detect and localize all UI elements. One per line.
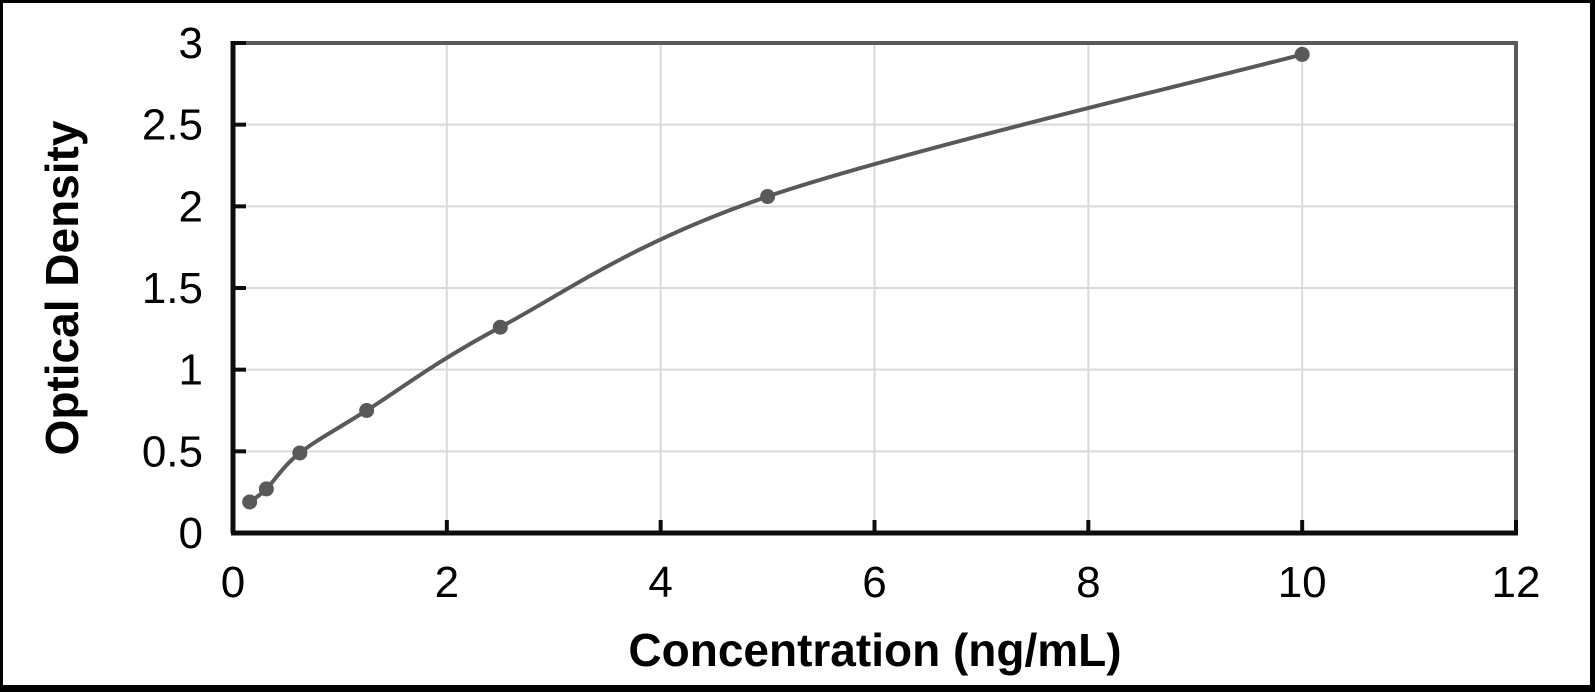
tick-labels: 0 2 4 6 8 10 12 0 0.5 1 1.5 2 2.5 3 <box>142 19 1541 607</box>
standard-curve-plot: 0 2 4 6 8 10 12 0 0.5 1 1.5 2 2.5 3 <box>142 19 1541 607</box>
plot-border <box>233 41 1518 533</box>
x-tick-label: 4 <box>648 558 672 607</box>
y-tick-label: 3 <box>179 19 203 68</box>
data-point <box>492 319 508 335</box>
gridlines <box>233 43 1516 533</box>
x-tick-label: 8 <box>1076 558 1100 607</box>
x-tick-label: 12 <box>1492 558 1541 607</box>
y-tick-label: 1.5 <box>142 264 203 313</box>
fitted-curve <box>247 52 1305 504</box>
y-tick-label: 2.5 <box>142 101 203 150</box>
data-point <box>292 445 308 461</box>
x-tick-label: 10 <box>1278 558 1327 607</box>
y-tick-label: 2 <box>179 182 203 231</box>
x-tick-label: 6 <box>862 558 886 607</box>
data-point <box>359 403 375 418</box>
data-point <box>760 189 776 205</box>
data-point <box>258 481 274 497</box>
y-tick-label: 0 <box>179 509 203 558</box>
x-axis-title: Concentration (ng/mL) <box>628 624 1122 676</box>
y-tick-label: 1 <box>179 346 203 395</box>
data-point <box>242 494 258 510</box>
y-axis-title: Optical Density <box>36 120 88 456</box>
fitted-curve-path <box>247 52 1305 504</box>
data-point <box>1294 46 1310 62</box>
tick-marks <box>231 41 1518 535</box>
data-point-markers <box>242 46 1310 510</box>
x-tick-label: 0 <box>221 558 245 607</box>
x-tick-label: 2 <box>435 558 459 607</box>
y-tick-label: 0.5 <box>142 427 203 476</box>
